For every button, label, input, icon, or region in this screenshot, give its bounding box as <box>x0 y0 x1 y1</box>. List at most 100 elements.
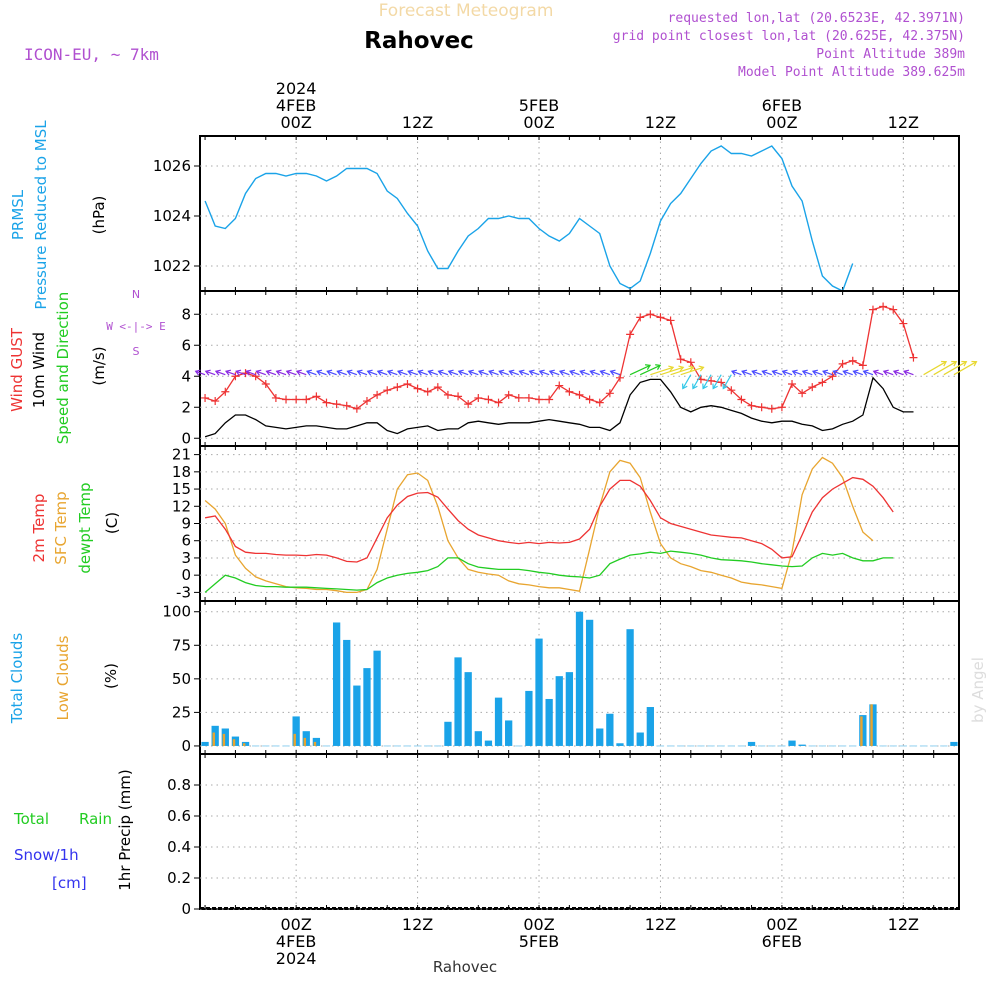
precip-ytick-label: 0.4 <box>167 838 191 856</box>
gust-marker <box>676 355 685 364</box>
clouds-ytick-label: 50 <box>172 670 191 688</box>
wind-direction-arrow <box>660 366 684 376</box>
compass-south: S <box>133 345 140 358</box>
gust-marker <box>626 330 635 339</box>
wind-arrow-head <box>275 369 282 376</box>
gust-marker <box>545 395 554 404</box>
wind-arrow-head <box>688 365 695 372</box>
wind-direction-arrow <box>629 364 651 376</box>
model-point-altitude: Model Point Altitude 389.625m <box>738 65 965 80</box>
gust-marker <box>585 395 594 404</box>
pressure-line <box>204 145 854 292</box>
product-title: Forecast Meteogram <box>379 1 554 21</box>
gust-marker <box>868 305 877 314</box>
wind-arrow-head <box>305 369 312 376</box>
wind-direction-arrow <box>509 370 519 376</box>
gust-marker <box>828 372 837 381</box>
wind-arrow-head <box>558 369 565 376</box>
precip-ytick-label: 0.8 <box>167 776 191 794</box>
gust-marker <box>686 358 695 367</box>
clouds-unit: (%) <box>102 663 120 689</box>
wind-direction-arrow <box>953 361 977 376</box>
wind-direction-arrow <box>822 370 833 376</box>
wind-direction-arrow <box>580 370 590 376</box>
total-cloud-bar <box>950 741 958 746</box>
wind-direction-arrow <box>418 370 428 376</box>
direction-label: Speed and Direction <box>54 292 72 445</box>
wind-unit: (m/s) <box>90 346 108 385</box>
wind-arrow-head <box>712 383 718 390</box>
wind-direction-arrow <box>802 370 813 376</box>
temperature-ytick-label: 21 <box>172 446 191 464</box>
wind-arrow-head <box>702 383 708 390</box>
wind-direction-arrow <box>235 370 246 376</box>
wind-arrow-head <box>801 369 808 376</box>
wind-direction-arrow <box>702 374 712 389</box>
wind-direction-arrow <box>539 370 550 376</box>
gust-marker <box>322 398 331 407</box>
wind-direction-arrow <box>692 374 702 389</box>
wind-arrow-head <box>366 369 373 376</box>
total-cloud-bar <box>363 668 371 746</box>
gust-marker <box>423 387 432 396</box>
gust-marker <box>727 386 736 395</box>
total-cloud-bar <box>555 676 563 746</box>
wind-direction-arrow <box>650 366 674 376</box>
clouds-ytick-label: 25 <box>172 703 191 721</box>
total-cloud-bar <box>798 744 806 746</box>
temp-unit: (C) <box>103 512 121 534</box>
wind-direction-arrow <box>782 370 793 376</box>
wind-direction-arrow <box>610 370 621 376</box>
gust-marker <box>312 392 321 401</box>
wind-arrow-head <box>295 369 302 376</box>
low-cloud-bar <box>242 743 246 746</box>
gust-marker <box>899 319 908 328</box>
gust-marker <box>352 404 361 413</box>
wind-arrow-head <box>245 369 252 376</box>
wind-arrow-head <box>872 369 879 376</box>
temperature-ytick-label: 12 <box>172 497 191 515</box>
snow-label: Snow/1h <box>14 846 79 864</box>
low-cloud-bar <box>222 733 226 746</box>
wind-arrow-head <box>599 369 606 376</box>
wind-direction-arrow <box>337 370 347 376</box>
total-cloud-bar <box>596 728 604 746</box>
pressure-unit: (hPa) <box>90 196 108 235</box>
total-cloud-bar <box>636 732 644 746</box>
requested-coordinates: requested lon,lat (20.6523E, 42.3971N) <box>668 11 965 26</box>
wind-direction-arrow <box>731 370 742 376</box>
wind-arrow-head <box>457 369 464 376</box>
total-cloud-bar <box>373 650 381 746</box>
pressure-label-1: PRMSL <box>9 189 27 240</box>
wind-arrow-head <box>376 369 383 376</box>
low-cloud-bar <box>212 732 215 746</box>
gust-marker <box>201 393 210 402</box>
wind-direction-arrow <box>377 370 388 376</box>
time-label-top: 00Z <box>766 113 797 132</box>
credit-label: by Angel <box>969 657 987 723</box>
wind-arrow-head <box>668 365 675 372</box>
wind-direction-arrow <box>286 370 297 376</box>
wind-direction-arrow <box>833 370 843 376</box>
wind-arrow-head <box>437 369 444 376</box>
wind-direction-arrow <box>529 370 540 376</box>
wind-direction-arrow <box>448 370 459 376</box>
gust-marker <box>808 383 817 392</box>
wind-direction-arrow <box>772 370 783 376</box>
wind-arrow-head <box>397 369 404 376</box>
wind-arrow-head <box>961 360 968 367</box>
gust-marker <box>251 372 260 381</box>
gust-marker <box>656 313 665 322</box>
total-cloud-bar <box>302 731 310 746</box>
wind-arrow-head <box>386 369 393 376</box>
wind-direction-arrow <box>357 370 368 376</box>
wind-arrow-head <box>407 369 414 376</box>
wind-direction-arrow <box>367 370 378 376</box>
total-cloud-bar <box>221 728 229 746</box>
wind-direction-arrow <box>195 370 206 376</box>
wind-arrow-head <box>538 369 545 376</box>
low-cloud-bar <box>313 741 317 746</box>
wind-arrow-head <box>467 369 474 376</box>
wind-direction-arrow <box>682 374 692 389</box>
